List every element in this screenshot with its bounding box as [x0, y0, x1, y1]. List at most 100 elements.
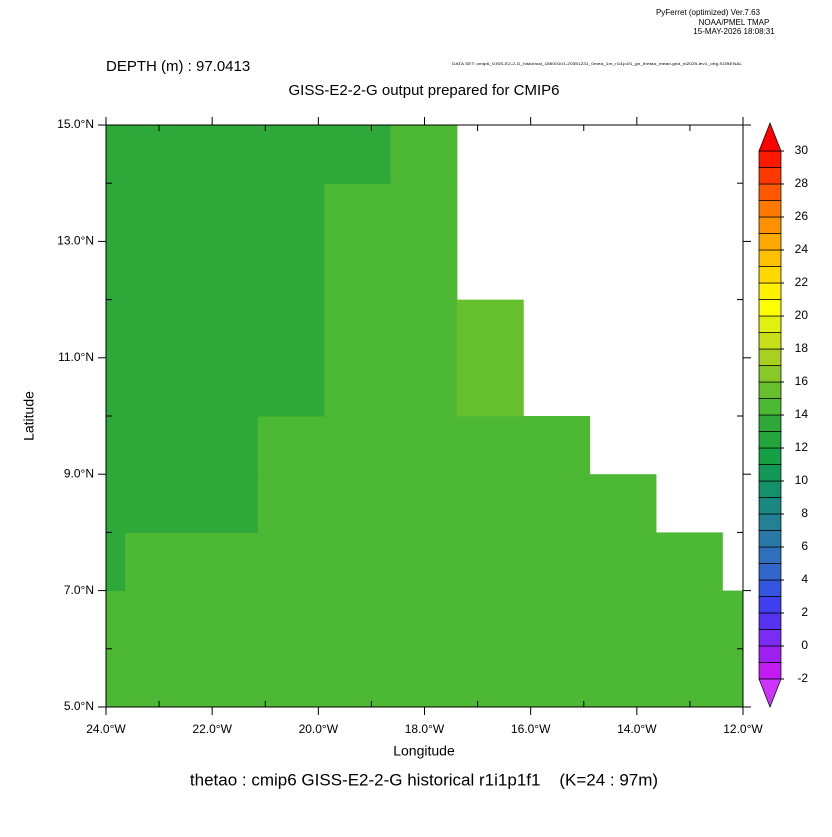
cell	[655, 590, 723, 650]
colorbar-tick-label: 16	[795, 374, 809, 388]
cell	[257, 357, 325, 417]
x-tick-label: 14.0°W	[617, 722, 657, 736]
colorbar-tick-label: 18	[795, 341, 809, 355]
cell	[390, 241, 458, 301]
cell	[125, 125, 192, 184]
colorbar-tick-label: 30	[795, 143, 809, 157]
colorbar-under	[758, 678, 782, 708]
y-tick-label: 5.0°N	[64, 699, 94, 713]
cell	[257, 648, 325, 707]
colorbar-box	[758, 563, 782, 581]
cell	[125, 648, 192, 707]
y-tick-label: 7.0°N	[64, 583, 94, 597]
x-tick-label: 20.0°W	[299, 722, 339, 736]
cell	[589, 648, 657, 707]
cell	[191, 648, 259, 707]
cell	[125, 474, 192, 533]
cell	[257, 590, 325, 650]
x-tick-label: 12.0°W	[723, 722, 763, 736]
y-tick-label: 9.0°N	[64, 466, 94, 480]
colorbar-box	[758, 216, 782, 234]
colorbar-box	[758, 398, 782, 416]
cell	[125, 241, 192, 301]
colorbar-box	[758, 497, 782, 515]
colorbar-box	[758, 513, 782, 531]
x-tick-label: 16.0°W	[511, 722, 551, 736]
cell	[390, 357, 458, 417]
colorbar-box	[758, 332, 782, 350]
cell	[191, 532, 259, 592]
cell	[324, 590, 392, 650]
colorbar-box	[758, 662, 782, 680]
cell	[589, 474, 657, 533]
colorbar-box	[758, 431, 782, 449]
colorbar-box	[758, 348, 782, 366]
y-tick-label: 15.0°N	[57, 117, 94, 131]
colorbar-box	[758, 282, 782, 300]
cell	[257, 183, 325, 242]
cell	[257, 416, 325, 475]
colorbar-box	[758, 299, 782, 317]
cell	[106, 183, 126, 242]
cell	[523, 532, 591, 592]
cell	[191, 474, 259, 533]
cell	[523, 590, 591, 650]
colorbar-tick-label: 6	[801, 539, 808, 553]
colorbar-tick-label: 14	[795, 407, 809, 421]
colorbar-tick-label: 20	[795, 308, 809, 322]
colorbar-box	[758, 480, 782, 498]
cell	[456, 299, 524, 359]
cell	[191, 125, 259, 184]
y-tick-label: 11.0°N	[58, 350, 94, 364]
cell	[257, 474, 325, 533]
cell	[456, 416, 524, 475]
cell	[390, 416, 458, 475]
cell	[257, 125, 325, 184]
cell	[257, 241, 325, 301]
cell	[106, 416, 126, 475]
colorbar-tick-label: 26	[795, 209, 809, 223]
cell	[390, 532, 458, 592]
y-axis-label: Latitude	[21, 391, 37, 441]
colorbar-box	[758, 579, 782, 597]
x-tick-label: 24.0°W	[86, 722, 126, 736]
cell	[324, 416, 392, 475]
cell	[125, 299, 192, 359]
y-tick-label: 13.0°N	[57, 234, 94, 248]
cell	[324, 125, 392, 184]
colorbar-box	[758, 596, 782, 614]
colorbar-box	[758, 200, 782, 218]
cell	[106, 357, 126, 417]
chart-title: GISS-E2-2-G output prepared for CMIP6	[289, 82, 560, 99]
colorbar-tick-label: 8	[801, 506, 808, 520]
cell	[456, 532, 524, 592]
colorbar-tick-label: 0	[801, 638, 808, 652]
cell	[125, 183, 192, 242]
colorbar-box	[758, 183, 782, 201]
cell	[191, 183, 259, 242]
colorbar-box	[758, 150, 782, 168]
colorbar-box	[758, 612, 782, 630]
cell	[106, 241, 126, 301]
dataset: DATA SET: cmip6_GISS-E2-2-G_historical_1…	[452, 62, 742, 66]
cell	[456, 474, 524, 533]
cell	[257, 299, 325, 359]
cell	[390, 125, 458, 184]
cell	[125, 416, 192, 475]
cell	[589, 532, 657, 592]
colorbar-box	[758, 167, 782, 185]
cell	[106, 125, 126, 184]
field	[106, 125, 743, 707]
colorbar-tick-label: 12	[795, 440, 809, 454]
colorbar-box	[758, 315, 782, 333]
colorbar-over	[758, 122, 782, 152]
footer: thetao : cmip6 GISS-E2-2-G historical r1…	[190, 770, 658, 789]
cell	[324, 357, 392, 417]
colorbar-box	[758, 447, 782, 465]
cell	[324, 474, 392, 533]
colorbar-tick-label: 4	[801, 572, 808, 586]
cell	[125, 532, 192, 592]
cell	[324, 299, 392, 359]
colorbar-tick-label: -2	[797, 671, 808, 685]
